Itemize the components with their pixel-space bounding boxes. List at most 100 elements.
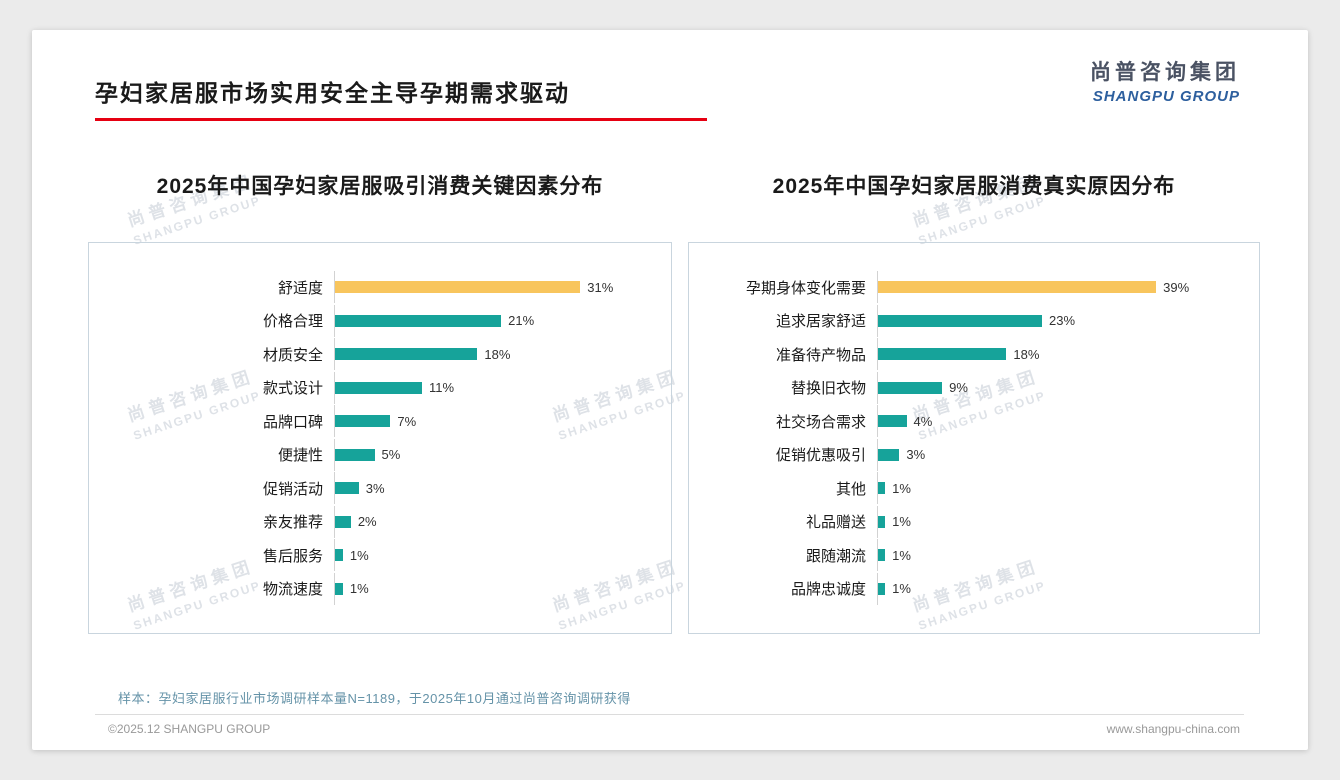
website-text: www.shangpu-china.com xyxy=(1106,722,1240,736)
chart-row: 舒适度 31% xyxy=(89,271,671,303)
bar-track: 39% xyxy=(877,271,1259,303)
chart-row: 其他 1% xyxy=(689,472,1259,505)
bar-track: 23% xyxy=(877,304,1259,337)
chart-row: 孕期身体变化需要 39% xyxy=(689,271,1259,303)
category-label: 价格合理 xyxy=(262,313,323,331)
footer-divider xyxy=(95,714,1244,715)
bar xyxy=(335,281,581,293)
bar-value-label: 21% xyxy=(508,313,535,329)
chart-row: 售后服务 1% xyxy=(89,539,671,572)
category-label: 追求居家舒适 xyxy=(775,313,866,331)
logo-chinese-text: 尚普咨询集团 xyxy=(1090,61,1240,84)
bar xyxy=(878,415,907,428)
bar-value-label: 1% xyxy=(349,547,369,563)
bar-value-label: 3% xyxy=(365,480,385,496)
bar xyxy=(335,549,343,562)
bar-value-label: 18% xyxy=(484,346,511,362)
category-label: 便捷性 xyxy=(277,447,323,465)
bar xyxy=(335,582,343,595)
bar xyxy=(878,549,886,562)
bar xyxy=(878,281,1157,293)
bar xyxy=(878,314,1043,327)
chart-row: 物流速度 1% xyxy=(89,572,671,605)
bar-track: 21% xyxy=(334,304,671,337)
category-label: 品牌忠诚度 xyxy=(790,581,866,599)
bar-track: 2% xyxy=(334,505,671,538)
watermark-english-text: SHANGPU GROUP xyxy=(131,193,263,248)
bar xyxy=(878,348,1007,361)
category-label: 材质安全 xyxy=(262,346,323,364)
bar-value-label: 3% xyxy=(906,447,926,463)
bar-value-label: 18% xyxy=(1013,346,1040,362)
left-chart-title: 2025年中国孕妇家居服吸引消费关键因素分布 xyxy=(156,175,604,198)
bar-value-label: 9% xyxy=(949,380,968,396)
chart-row: 追求居家舒适 23% xyxy=(689,304,1259,337)
chart-row: 礼品赠送 1% xyxy=(689,505,1259,538)
category-label: 替换旧衣物 xyxy=(790,380,866,398)
bar-value-label: 1% xyxy=(349,581,369,597)
copyright-text: ©2025.12 SHANGPU GROUP xyxy=(108,722,271,736)
category-label: 礼品赠送 xyxy=(805,514,866,532)
left-bar-chart: 舒适度 31% 价格合理 21% 材质安全 18% 款式设计 11% 品牌口碑 7% 便捷性 5% 促销… xyxy=(88,242,672,634)
category-label: 售后服务 xyxy=(262,547,323,565)
chart-row: 促销活动 3% xyxy=(89,472,671,505)
bar-track: 4% xyxy=(877,405,1259,438)
category-label: 孕期身体变化需要 xyxy=(745,279,866,297)
right-bar-chart: 孕期身体变化需要 39% 追求居家舒适 23% 准备待产物品 18% 替换旧衣物 9% 社交场合… xyxy=(688,242,1260,634)
bar-track: 31% xyxy=(334,271,671,303)
bar-value-label: 5% xyxy=(381,447,401,463)
bar-value-label: 23% xyxy=(1049,313,1076,329)
logo-english-text: SHANGPU GROUP xyxy=(1092,88,1240,105)
bar-track: 1% xyxy=(877,539,1259,572)
bar-value-label: 4% xyxy=(913,413,933,429)
bar xyxy=(335,448,375,461)
bar xyxy=(335,415,391,428)
bar-track: 1% xyxy=(334,539,671,572)
bar-track: 1% xyxy=(877,472,1259,505)
bar xyxy=(878,448,900,461)
category-label: 跟随潮流 xyxy=(805,547,866,565)
chart-row: 价格合理 21% xyxy=(89,304,671,337)
category-label: 其他 xyxy=(835,480,866,498)
chart-row: 社交场合需求 4% xyxy=(689,405,1259,438)
bar-value-label: 7% xyxy=(397,413,417,429)
bar xyxy=(335,482,359,495)
bar-track: 1% xyxy=(877,572,1259,605)
bar-track: 5% xyxy=(334,438,671,471)
bar-track: 3% xyxy=(877,438,1259,471)
bar-track: 1% xyxy=(877,505,1259,538)
category-label: 准备待产物品 xyxy=(775,346,866,364)
sample-footnote: 样本：孕妇家居服行业市场调研样本量N=1189，于2025年10月通过尚普咨询调… xyxy=(118,691,631,706)
watermark-english-text: SHANGPU GROUP xyxy=(916,193,1048,248)
bar-value-label: 2% xyxy=(357,514,377,530)
bar xyxy=(878,582,886,595)
bar-value-label: 1% xyxy=(892,480,911,496)
bar-value-label: 39% xyxy=(1163,279,1190,295)
category-label: 促销活动 xyxy=(262,480,323,498)
bar-value-label: 11% xyxy=(429,380,455,396)
bar-track: 3% xyxy=(334,472,671,505)
chart-row: 便捷性 5% xyxy=(89,438,671,471)
bar xyxy=(335,348,478,361)
chart-row: 促销优惠吸引 3% xyxy=(689,438,1259,471)
bar xyxy=(878,482,886,495)
bar-value-label: 31% xyxy=(587,279,614,295)
page-title: 孕妇家居服市场实用安全主导孕期需求驱动 xyxy=(95,74,707,121)
bar xyxy=(335,515,351,528)
chart-row: 品牌口碑 7% xyxy=(89,405,671,438)
category-label: 物流速度 xyxy=(262,581,323,599)
chart-row: 替换旧衣物 9% xyxy=(689,371,1259,404)
chart-row: 跟随潮流 1% xyxy=(689,539,1259,572)
bar-track: 7% xyxy=(334,405,671,438)
bar-value-label: 1% xyxy=(892,547,911,563)
bar xyxy=(878,515,886,528)
bar-track: 9% xyxy=(877,371,1259,404)
chart-row: 品牌忠诚度 1% xyxy=(689,572,1259,605)
chart-row: 款式设计 11% xyxy=(89,371,671,404)
bar xyxy=(335,381,423,394)
report-card: 尚普咨询集团 SHANGPU GROUP 尚普咨询集团 SHANGPU GROUP 尚普… xyxy=(32,30,1308,750)
company-logo: 尚普咨询集团 SHANGPU GROUP xyxy=(1090,56,1240,105)
chart-row: 亲友推荐 2% xyxy=(89,505,671,538)
category-label: 款式设计 xyxy=(262,380,323,398)
bar-value-label: 1% xyxy=(892,514,911,530)
